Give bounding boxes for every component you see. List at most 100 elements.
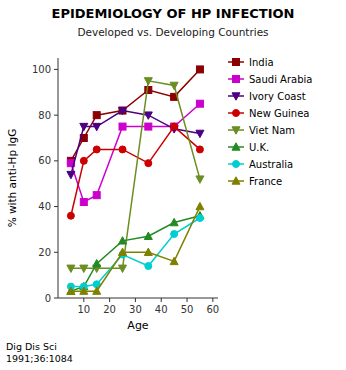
point <box>93 146 100 153</box>
legend-marker <box>233 110 240 117</box>
point <box>144 232 152 239</box>
y-tick <box>54 298 58 299</box>
y-tick <box>54 206 58 207</box>
point <box>67 287 75 294</box>
point <box>119 107 127 114</box>
x-tick-label: 30 <box>129 304 142 315</box>
x-tick <box>83 298 84 302</box>
legend-label: Viet Nam <box>249 125 295 136</box>
legend-label: Saudi Arabia <box>249 74 312 85</box>
point <box>196 100 203 107</box>
x-axis-label: Age <box>127 319 149 332</box>
point <box>170 82 178 89</box>
series-line <box>71 81 200 268</box>
y-tick-label: 80 <box>38 110 51 121</box>
annotation: Dig Dis Sci <box>6 341 57 352</box>
y-tick <box>54 252 58 253</box>
y-tick-label: 100 <box>32 64 51 75</box>
point <box>119 248 127 255</box>
point <box>144 78 152 85</box>
y-axis-label: % with anti-Hp IgG <box>6 129 18 228</box>
x-axis <box>58 298 218 299</box>
point <box>119 265 127 272</box>
y-tick-label: 20 <box>38 247 51 258</box>
point <box>93 260 101 267</box>
x-tick <box>187 298 188 302</box>
point <box>67 265 75 272</box>
y-tick <box>54 160 58 161</box>
plot-area <box>67 66 204 294</box>
point <box>144 248 152 255</box>
point <box>145 160 152 167</box>
legend-marker <box>233 76 240 83</box>
point <box>80 265 88 272</box>
point <box>171 123 178 130</box>
point <box>171 123 178 130</box>
x-tick-label: 50 <box>181 304 194 315</box>
y-tick <box>54 115 58 116</box>
point <box>93 287 101 294</box>
y-tick-label: 0 <box>45 293 51 304</box>
point <box>119 237 127 244</box>
legend-label: New Guinea <box>249 108 309 119</box>
x-tick-label: 10 <box>77 304 90 315</box>
point <box>196 66 203 73</box>
x-tick-label: 20 <box>103 304 116 315</box>
x-tick <box>161 298 162 302</box>
x-tick <box>212 298 213 302</box>
point <box>93 112 100 119</box>
annotation: 1991;36:1084 <box>6 353 73 364</box>
point <box>93 192 100 199</box>
title: EPIDEMIOLOGY OF HP INFECTION <box>52 6 295 21</box>
x-tick <box>135 298 136 302</box>
point <box>145 263 152 270</box>
point <box>196 130 204 137</box>
legend-marker <box>232 93 240 100</box>
point <box>170 218 178 225</box>
series-line <box>71 216 200 291</box>
point <box>196 202 204 209</box>
point <box>80 199 87 206</box>
series-line <box>71 104 200 202</box>
point <box>170 257 178 264</box>
point <box>144 112 152 119</box>
y-tick-label: 40 <box>38 201 51 212</box>
y-axis <box>58 58 59 298</box>
point <box>171 231 178 238</box>
point <box>119 107 126 114</box>
point <box>93 123 101 130</box>
chart: EPIDEMIOLOGY OF HP INFECTION Developed vs… <box>0 0 346 370</box>
point <box>145 123 152 130</box>
point <box>145 87 152 94</box>
series-line <box>71 69 200 160</box>
point <box>80 157 87 164</box>
legend-marker <box>233 161 240 168</box>
legend-marker <box>232 127 240 134</box>
legend-label: Ivory Coast <box>249 91 306 102</box>
point <box>196 215 203 222</box>
series-line <box>71 111 200 175</box>
point <box>67 171 75 178</box>
point <box>119 146 126 153</box>
series-line <box>71 207 200 292</box>
point <box>80 287 88 294</box>
x-tick-label: 60 <box>206 304 219 315</box>
point <box>67 212 74 219</box>
legend-label: Australia <box>249 159 293 170</box>
legend-marker <box>233 59 240 66</box>
y-tick-label: 60 <box>38 155 51 166</box>
legend-label: India <box>249 57 274 68</box>
legend-marker <box>232 143 240 150</box>
point <box>196 176 204 183</box>
legend-marker <box>232 177 240 184</box>
legend-label: France <box>249 176 282 187</box>
point <box>196 146 203 153</box>
legend-label: U.K. <box>249 142 269 153</box>
x-tick <box>109 298 110 302</box>
x-tick-label: 40 <box>155 304 168 315</box>
point <box>80 123 88 130</box>
point <box>119 123 126 130</box>
legend: India Saudi Arabia Ivory Coast New Guinea Vi… <box>228 57 312 187</box>
subtitle: Developed vs. Developing Countries <box>77 26 268 38</box>
y-tick <box>54 69 58 70</box>
